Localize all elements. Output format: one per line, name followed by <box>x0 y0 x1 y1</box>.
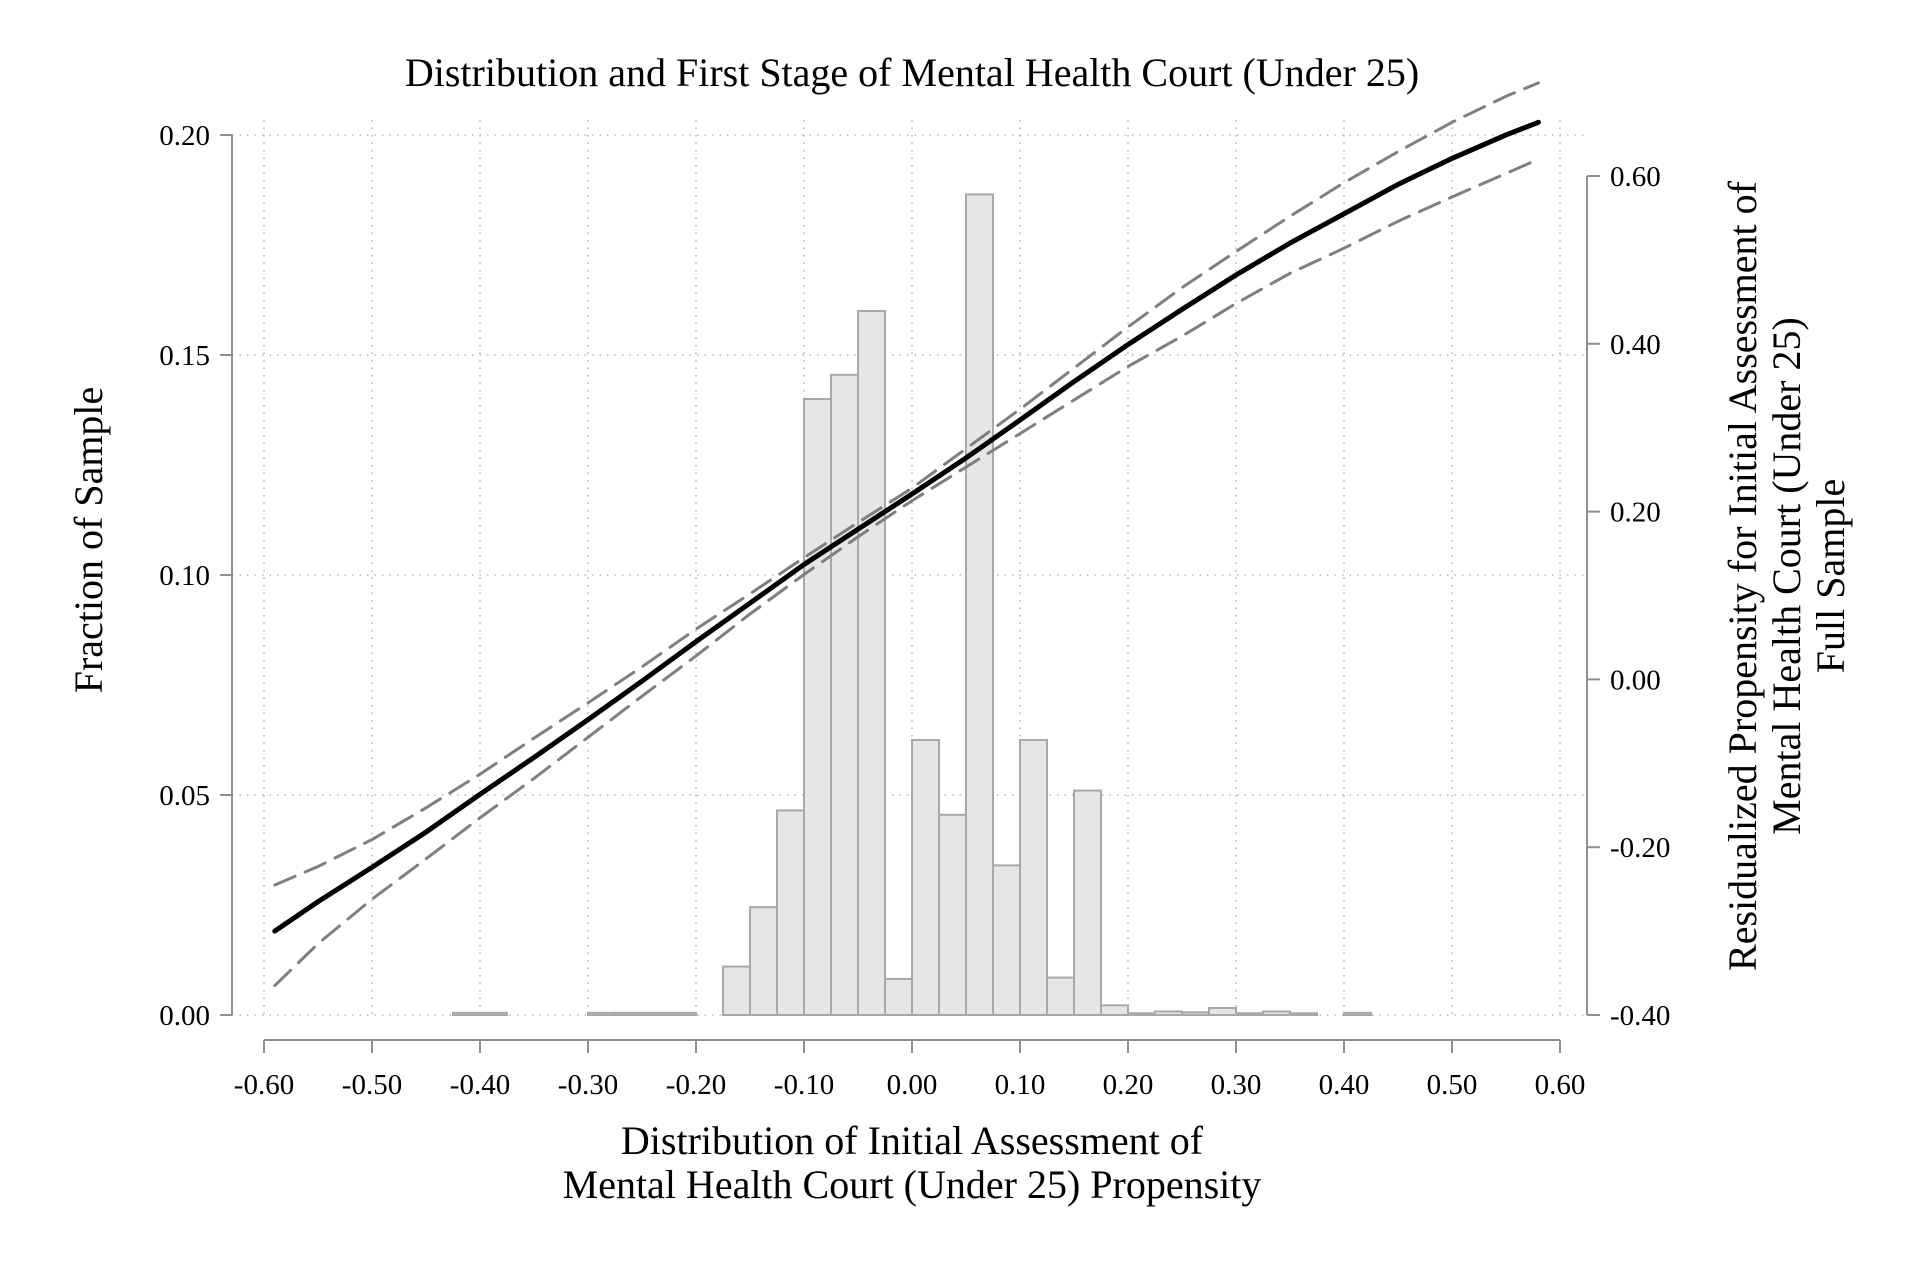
histogram-bar <box>587 1011 616 1016</box>
histogram-bar <box>1343 1011 1372 1016</box>
gridlines <box>232 120 1587 1016</box>
y-right-tick-label: -0.20 <box>1610 832 1670 864</box>
histogram-bar <box>1181 1011 1210 1016</box>
x-tick-label: -0.10 <box>774 1069 834 1101</box>
first-stage-lines <box>272 81 1541 988</box>
fitted-line <box>272 119 1541 934</box>
y-right-tick-label: 0.20 <box>1610 497 1661 529</box>
histogram-bar <box>884 977 913 1016</box>
histogram-bar <box>722 965 751 1016</box>
y-right-axis-label-line-1: Residualized Propensity for Initial Asse… <box>1720 180 1765 971</box>
x-tick-label: 0.10 <box>995 1069 1046 1101</box>
y-right-tick-label: 0.60 <box>1610 161 1661 193</box>
axes: 0.00 0.05 0.10 0.15 0.20 -0.40 -0.20 0.00 0.20 0.… <box>159 120 1670 1101</box>
histogram-bar <box>1235 1012 1264 1016</box>
histogram-bar <box>965 193 994 1016</box>
histogram-bar <box>614 1011 643 1016</box>
x-axis-label-line-2: Mental Health Court (Under 25) Propensit… <box>563 1162 1262 1207</box>
histogram-bar <box>1154 1010 1183 1016</box>
y-right-tick-label: 0.00 <box>1610 664 1661 696</box>
histogram-bar <box>938 813 967 1016</box>
x-tick-label: 0.00 <box>887 1069 938 1101</box>
histogram-bar <box>1262 1010 1291 1016</box>
histogram-bar <box>749 906 778 1017</box>
histogram-bar <box>641 1011 670 1016</box>
histogram-bar <box>1208 1006 1237 1017</box>
x-tick-label: 0.30 <box>1211 1069 1262 1101</box>
histogram-bar <box>803 398 832 1016</box>
y-left-tick-label: 0.20 <box>159 120 210 152</box>
histogram-bar <box>857 310 886 1016</box>
x-tick-label: -0.20 <box>666 1069 726 1101</box>
histogram-bar <box>1073 789 1102 1016</box>
histogram-bar <box>1127 1012 1156 1016</box>
x-tick-label: 0.40 <box>1319 1069 1370 1101</box>
y-right-axis-label-line-3: Full Sample <box>1808 479 1853 673</box>
confidence-band-line <box>273 157 1540 988</box>
x-tick-label: 0.60 <box>1535 1069 1586 1101</box>
y-left-tick-label: 0.15 <box>159 340 210 372</box>
x-tick-label: -0.50 <box>342 1069 402 1101</box>
x-tick-label: -0.30 <box>558 1069 618 1101</box>
y-left-tick-label: 0.05 <box>159 780 210 812</box>
histogram-bar <box>992 864 1021 1017</box>
histogram-bar <box>668 1011 697 1016</box>
histogram-bar <box>1019 739 1048 1016</box>
y-right-axis-label-line-2: Mental Health Court (Under 25) <box>1764 317 1809 835</box>
histogram-bar <box>452 1011 481 1016</box>
histogram-bar <box>1289 1012 1318 1016</box>
chart-title: Distribution and First Stage of Mental H… <box>405 50 1419 95</box>
histogram-bar <box>776 809 805 1017</box>
y-left-tick-label: 0.10 <box>159 560 210 592</box>
x-tick-label: 0.20 <box>1103 1069 1154 1101</box>
y-right-tick-label: -0.40 <box>1610 1000 1670 1032</box>
y-right-tick-label: 0.40 <box>1610 329 1661 361</box>
histogram-bar <box>1046 976 1075 1016</box>
histogram-bar <box>830 373 859 1016</box>
histogram-bar <box>911 739 940 1016</box>
confidence-band-line <box>273 81 1540 887</box>
histogram-bar <box>1100 1004 1129 1017</box>
x-axis-label-line-1: Distribution of Initial Assessment of <box>621 1118 1204 1163</box>
x-tick-label: -0.60 <box>234 1069 294 1101</box>
x-tick-label: 0.50 <box>1427 1069 1478 1101</box>
histogram-bar <box>479 1011 508 1016</box>
y-left-tick-label: 0.00 <box>159 1000 210 1032</box>
y-left-axis-label: Fraction of Sample <box>66 387 111 694</box>
x-tick-label: -0.40 <box>450 1069 510 1101</box>
histogram-bars <box>452 193 1372 1017</box>
